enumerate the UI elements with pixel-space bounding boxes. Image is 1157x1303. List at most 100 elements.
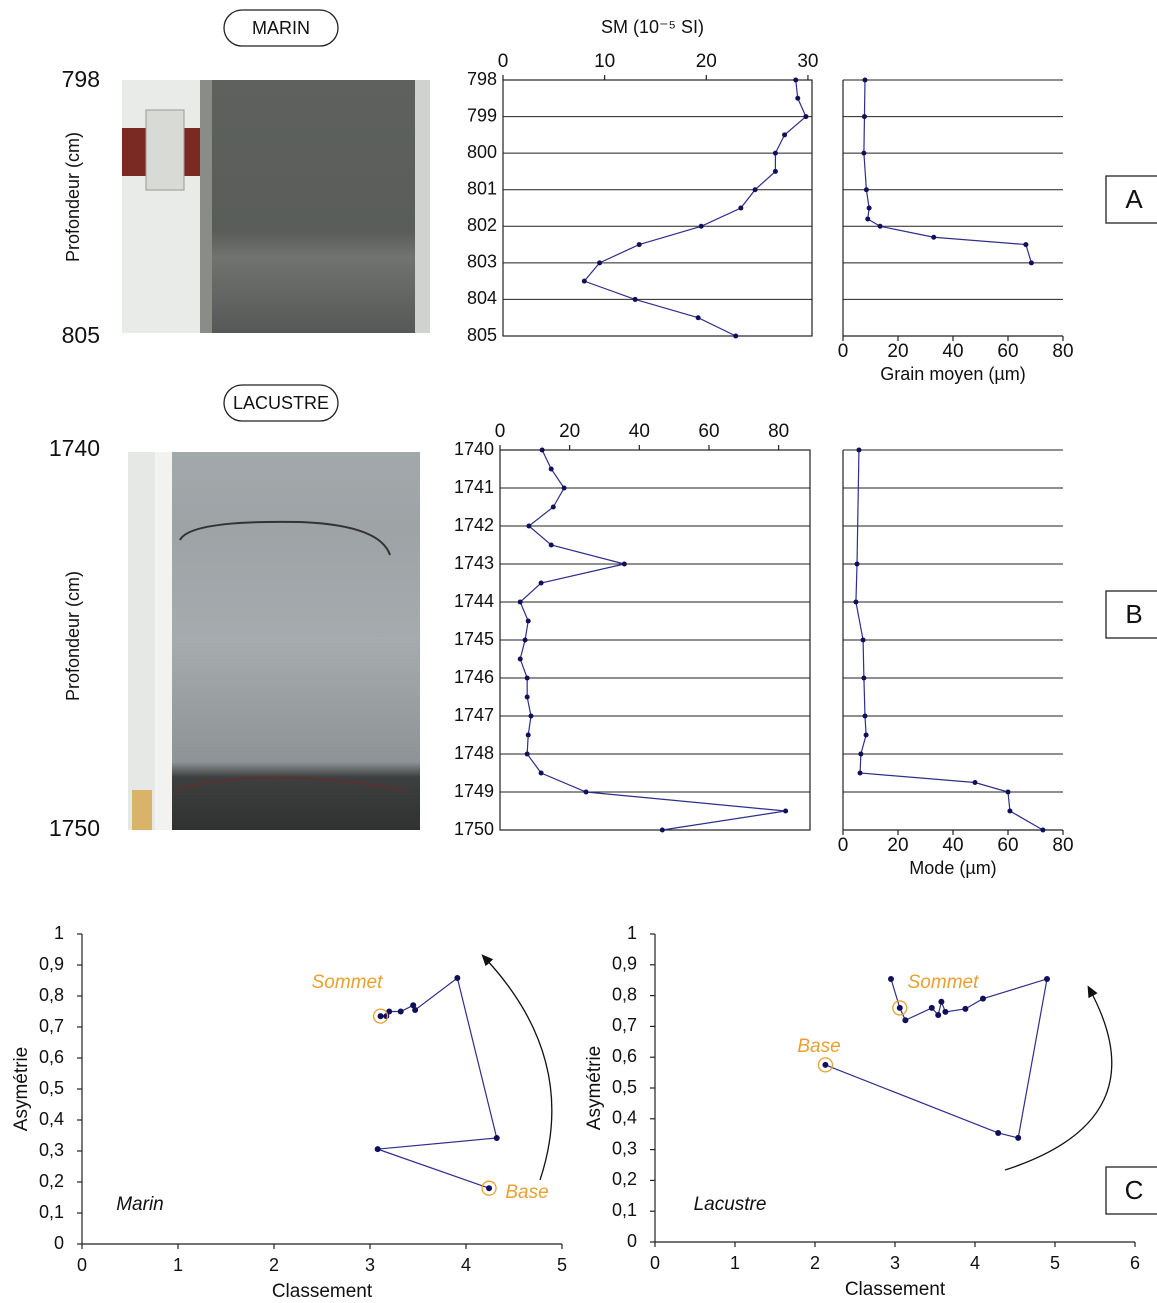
x-tick-label: 40 [942,835,963,856]
data-point [856,447,862,453]
data-point [386,1008,393,1015]
data-point [931,234,937,240]
core-tag-box [223,9,339,47]
y-tick-label: 1742 [454,515,494,535]
data-point [1015,1134,1022,1141]
data-point [752,187,758,193]
data-point [803,114,809,120]
y-tick-label: 0,8 [39,985,64,1005]
panel-label: A [1125,184,1143,214]
y-axis-label: Asymétrie [584,1046,605,1130]
x-tick-label: 30 [797,51,818,72]
data-point [854,561,860,567]
x-axis-label: Grain moyen (µm) [880,364,1025,384]
x-tick-label: 5 [557,1255,567,1275]
data-point [539,447,545,453]
data-point [524,675,530,681]
data-point [528,713,534,719]
y-tick-label: 1 [627,923,637,943]
data-point [517,599,523,605]
data-point [972,780,978,785]
y-tick-label: 0,1 [39,1202,64,1222]
y-tick-label: 0,1 [612,1200,637,1220]
panel-box [1105,590,1157,639]
data-point [548,466,554,472]
data-point [410,1002,417,1009]
y-tick-label: 1744 [454,591,494,611]
x-tick-label: 4 [970,1253,980,1273]
data-point [548,542,554,548]
y-tick-label: 0,4 [39,1109,64,1129]
x-tick-label: 0 [495,421,506,442]
highlight-ring [481,1180,497,1196]
y-tick-label: 1746 [454,667,494,687]
data-point [1023,242,1029,248]
core-label: MARIN [252,18,310,38]
x-tick-label: 0 [77,1255,87,1275]
annotation: Sommet [312,972,383,993]
data-point [862,713,868,719]
data-point [857,770,863,776]
x-tick-label: 40 [629,421,650,442]
data-point [772,168,778,174]
x-tick-label: 4 [461,1255,471,1275]
data-point [698,223,704,229]
data-point [861,114,867,120]
data-point [486,1185,493,1192]
x-tick-label: 40 [942,341,963,362]
data-point [659,827,665,833]
trend-arrow [1004,985,1113,1171]
panel-name: Marin [116,1194,164,1215]
x-tick-label: 0 [838,341,849,362]
y-tick-label: 804 [467,288,497,308]
y-tick-label: 0,8 [612,984,637,1004]
data-point [888,975,894,982]
highlight-ring [817,1057,834,1073]
panel-name: Lacustre [694,1194,767,1215]
data-point [517,656,523,662]
x-tick-label: 80 [768,421,789,442]
x-tick-label: 60 [997,835,1018,856]
data-point [863,187,869,193]
annotation: Base [505,1182,548,1203]
data-point [935,1012,942,1019]
data-point [1040,827,1046,833]
panel-box [1105,1166,1157,1215]
data-point [860,637,866,643]
core-axis-label: Profondeur (cm) [63,571,83,701]
data-point [738,205,744,211]
data-point [695,315,701,321]
y-tick-label: 800 [467,142,497,162]
x-tick-label: 60 [698,421,719,442]
y-tick-label: 0,2 [612,1169,637,1189]
profile-line [863,79,1032,264]
data-point [538,580,544,586]
x-tick-label: 20 [887,835,908,856]
data-point [581,278,587,284]
y-tick-label: 0 [627,1231,637,1251]
y-tick-label: 1740 [454,439,494,459]
y-tick-label: 1 [54,923,64,943]
core-label: LACUSTRE [233,393,329,413]
data-point [863,732,869,738]
data-point [524,694,530,700]
y-tick-label: 0,9 [39,954,64,974]
data-point [525,732,531,738]
x-axis-label: SM (10⁻⁵ SI) [601,17,704,37]
annotation: Sommet [908,972,979,993]
data-point [962,1005,969,1012]
data-point [374,1146,381,1153]
data-point [525,618,531,624]
core-tag-box [223,384,339,422]
data-point [795,95,801,101]
x-tick-label: 2 [810,1253,820,1273]
x-tick-label: 20 [696,51,717,72]
y-tick-label: 1747 [454,705,494,725]
x-tick-label: 0 [838,835,849,856]
data-point [995,1129,1002,1136]
data-point [793,77,799,83]
y-tick-label: 0 [54,1233,64,1253]
x-tick-label: 5 [1050,1253,1060,1273]
data-point [865,216,871,222]
panel-labels: A B C [1105,175,1157,1215]
